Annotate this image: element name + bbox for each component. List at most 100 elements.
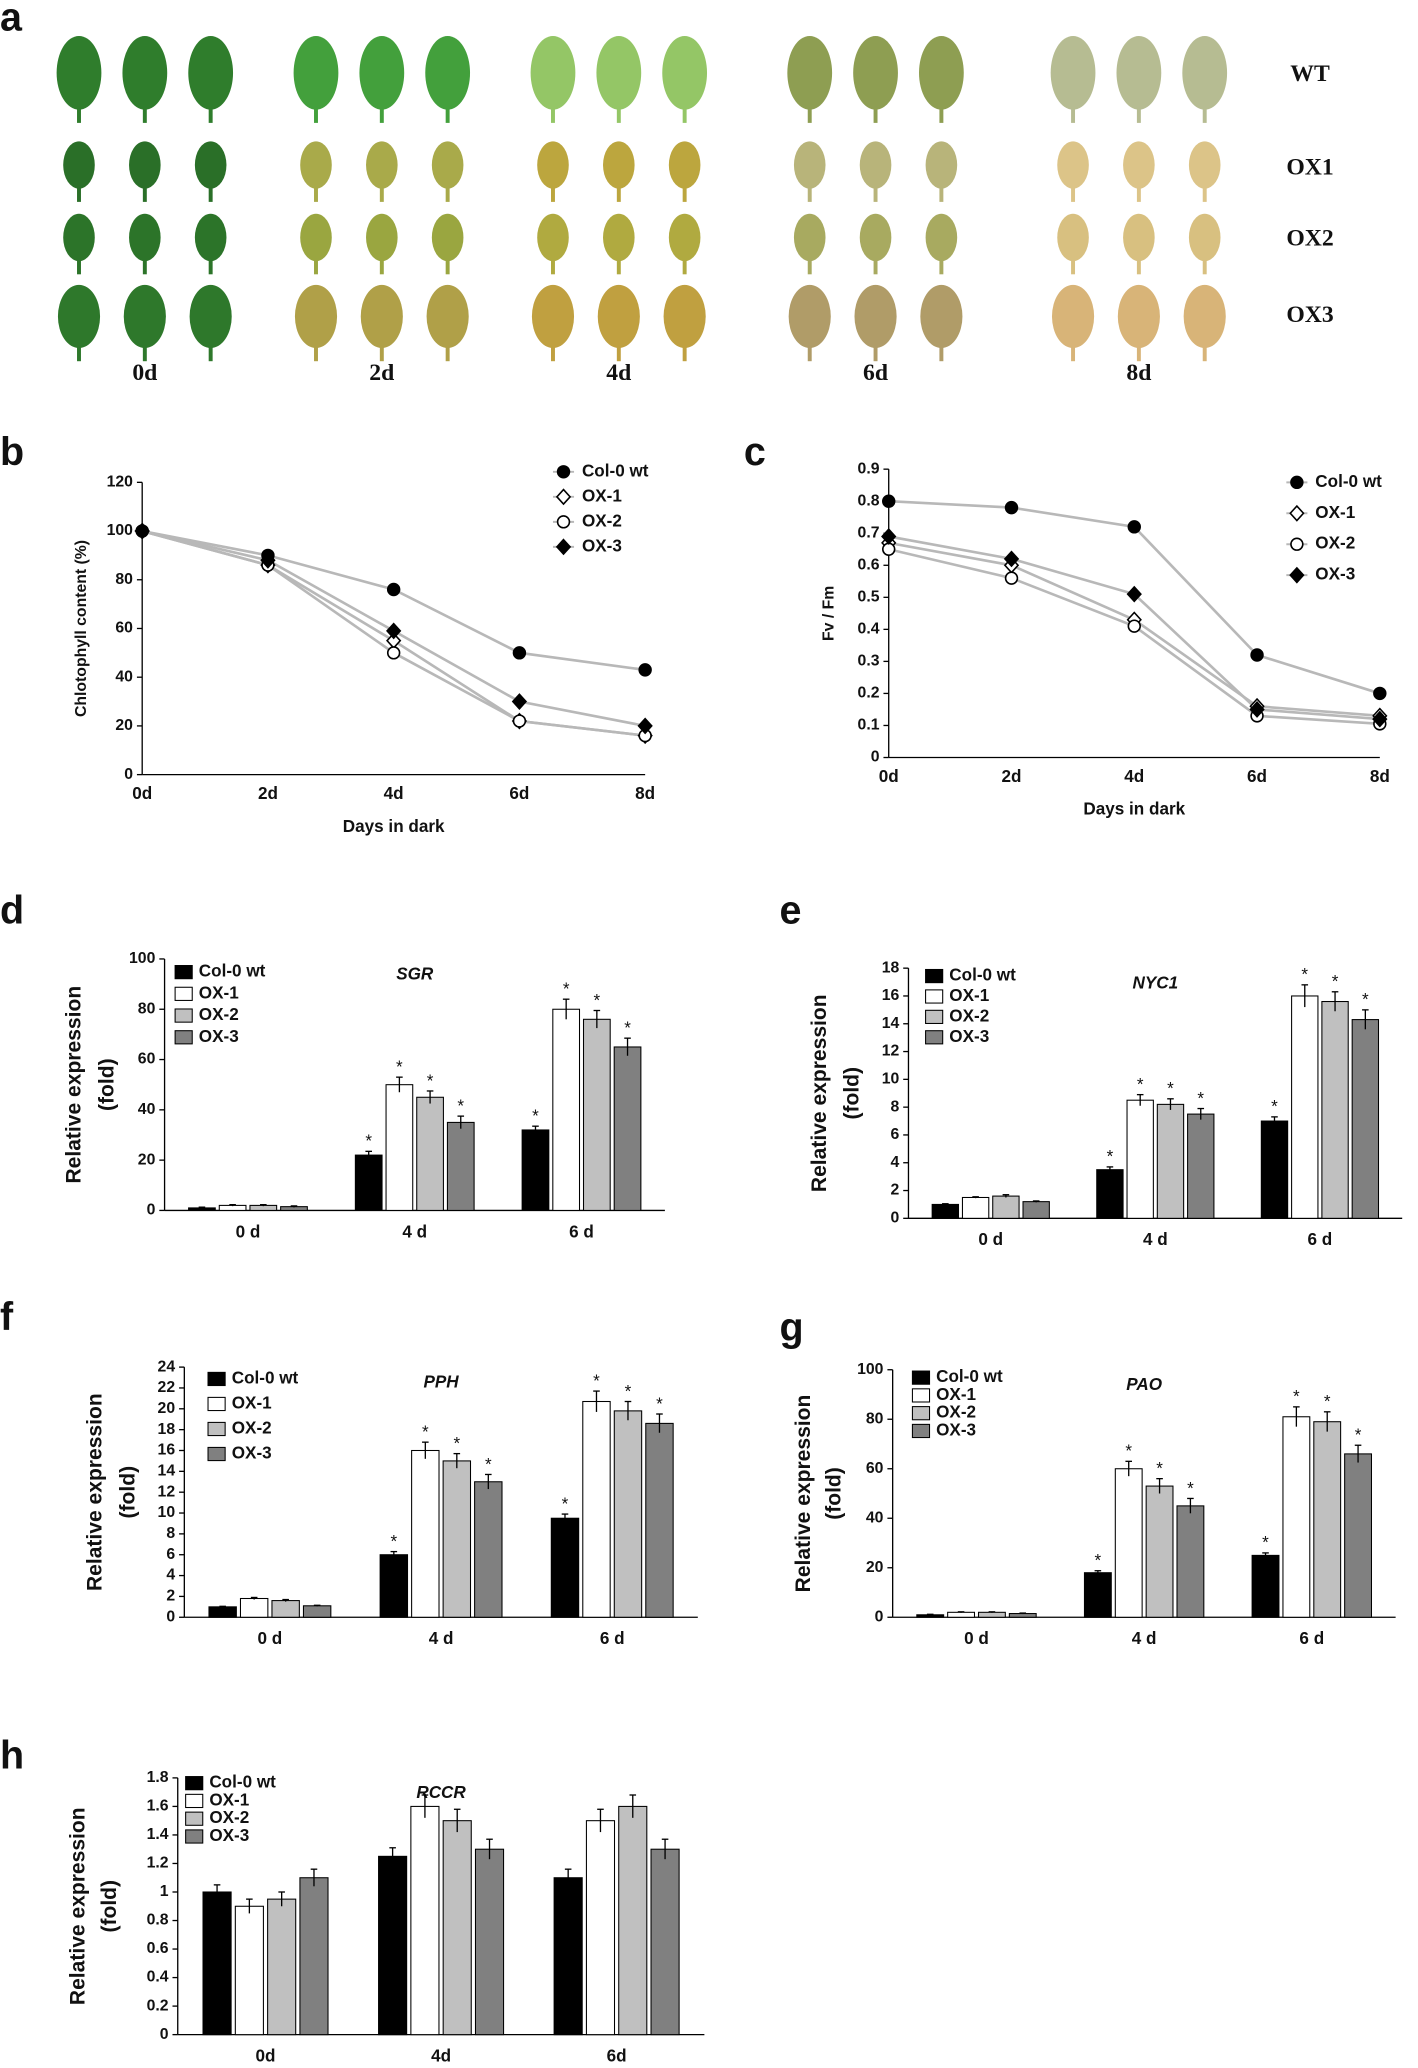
leaf [859, 213, 892, 262]
y-tick-label: 20 [158, 1400, 176, 1417]
leaf [1188, 213, 1221, 262]
bar [385, 1084, 414, 1211]
y-tick-label: 1.6 [147, 1798, 169, 1815]
error-bar [229, 1203, 236, 1207]
y-tick-label: 6 [890, 1126, 899, 1143]
error-bar [1271, 1116, 1278, 1126]
legend-marker [1289, 566, 1305, 584]
y-tick-label: 18 [158, 1421, 176, 1438]
bar [618, 1805, 648, 2036]
leaf [793, 213, 826, 262]
bar [977, 1611, 1006, 1618]
x-axis-label: Days in dark [1083, 800, 1185, 819]
point [637, 717, 653, 735]
significance-mark: * [1187, 1479, 1194, 1498]
x-tick-label: 4d [431, 2047, 451, 2066]
error-bar [562, 998, 570, 1020]
significance-mark: * [1095, 1551, 1102, 1570]
legend-label: OX-2 [949, 1006, 989, 1025]
significance-mark: * [1125, 1442, 1132, 1461]
y-tick-label: 60 [138, 1051, 156, 1068]
y-tick-label: 12 [158, 1483, 176, 1500]
x-axis-label: Days in dark [343, 817, 445, 836]
x-tick-label: 6d [1247, 767, 1267, 786]
leaf [359, 36, 405, 110]
bar [582, 1018, 611, 1211]
error-bar [1136, 1093, 1144, 1106]
point [882, 542, 896, 556]
legend-label: OX-3 [209, 1826, 249, 1845]
y-tick-label: 100 [107, 522, 134, 539]
leaf [1123, 141, 1155, 189]
error-bar [1354, 1444, 1362, 1463]
bar [1187, 1113, 1215, 1219]
error-bar [661, 1838, 669, 1860]
y-tick-label: 1.2 [147, 1855, 169, 1872]
leaf [663, 284, 706, 349]
legend-marker [555, 538, 572, 556]
y-tick-label: 14 [158, 1463, 176, 1480]
error-bar [1323, 1411, 1331, 1432]
point [1003, 550, 1020, 568]
error-bar [457, 1115, 465, 1129]
bar [992, 1195, 1020, 1219]
x-tick-label: 2d [258, 784, 278, 803]
legend-marker [1289, 504, 1305, 522]
bar [1022, 1201, 1050, 1219]
y-tick-label: 0.2 [858, 685, 880, 702]
leaf [1123, 213, 1155, 262]
point [1250, 648, 1264, 662]
y-tick-label: 10 [882, 1071, 900, 1088]
legend-label: OX-3 [232, 1444, 272, 1463]
bar [410, 1805, 440, 2036]
point [1127, 520, 1141, 534]
bar [474, 1481, 503, 1618]
line-label: WT [1290, 61, 1330, 87]
leaf [1050, 36, 1096, 110]
legend-label: OX-2 [209, 1808, 249, 1827]
panel-letter: d [0, 888, 24, 932]
error-bar [972, 1196, 979, 1199]
leaf [925, 141, 958, 189]
bar [521, 1129, 550, 1211]
error-bar [1293, 1406, 1300, 1427]
legend-swatch [174, 1030, 193, 1045]
y-tick-label: 0 [166, 1608, 175, 1625]
y-tick-label: 2 [166, 1588, 175, 1605]
point [638, 663, 652, 677]
y-tick-label: 16 [882, 987, 900, 1004]
leaf [294, 284, 338, 349]
x-tick-label: 4d [1124, 767, 1144, 786]
y-tick-label: 0.3 [858, 653, 880, 670]
legend-marker [1290, 537, 1304, 551]
bar [1313, 1421, 1342, 1618]
legend-swatch [207, 1446, 226, 1462]
leaf [293, 36, 339, 110]
y-tick-label: 60 [115, 620, 133, 637]
leaf [1116, 36, 1162, 110]
error-bar [282, 1598, 289, 1602]
leaf [597, 284, 640, 349]
point [134, 522, 150, 540]
y-tick-label: 100 [129, 950, 156, 967]
leaf [531, 284, 575, 349]
y-tick-label: 6 [166, 1546, 175, 1563]
y-tick-label: 2 [890, 1182, 899, 1199]
y-axis-label: (fold) [822, 1467, 845, 1520]
x-tick-label: 4 d [429, 1629, 454, 1648]
significance-mark: * [1355, 1426, 1362, 1445]
x-tick-label: 6 d [569, 1222, 594, 1241]
x-tick-label: 8d [1370, 767, 1390, 786]
error-bar [389, 1847, 396, 1865]
y-tick-label: 8 [166, 1525, 175, 1542]
error-bar [1125, 1460, 1133, 1477]
legend-swatch [925, 968, 944, 984]
leaf [360, 284, 403, 349]
leaf [603, 213, 635, 262]
point [386, 646, 401, 660]
legend-label: OX-3 [949, 1027, 989, 1046]
significance-mark: * [624, 1018, 631, 1037]
significance-mark: * [563, 979, 570, 998]
bar [552, 1008, 581, 1211]
y-axis-label: Fv / Fm [821, 586, 838, 641]
